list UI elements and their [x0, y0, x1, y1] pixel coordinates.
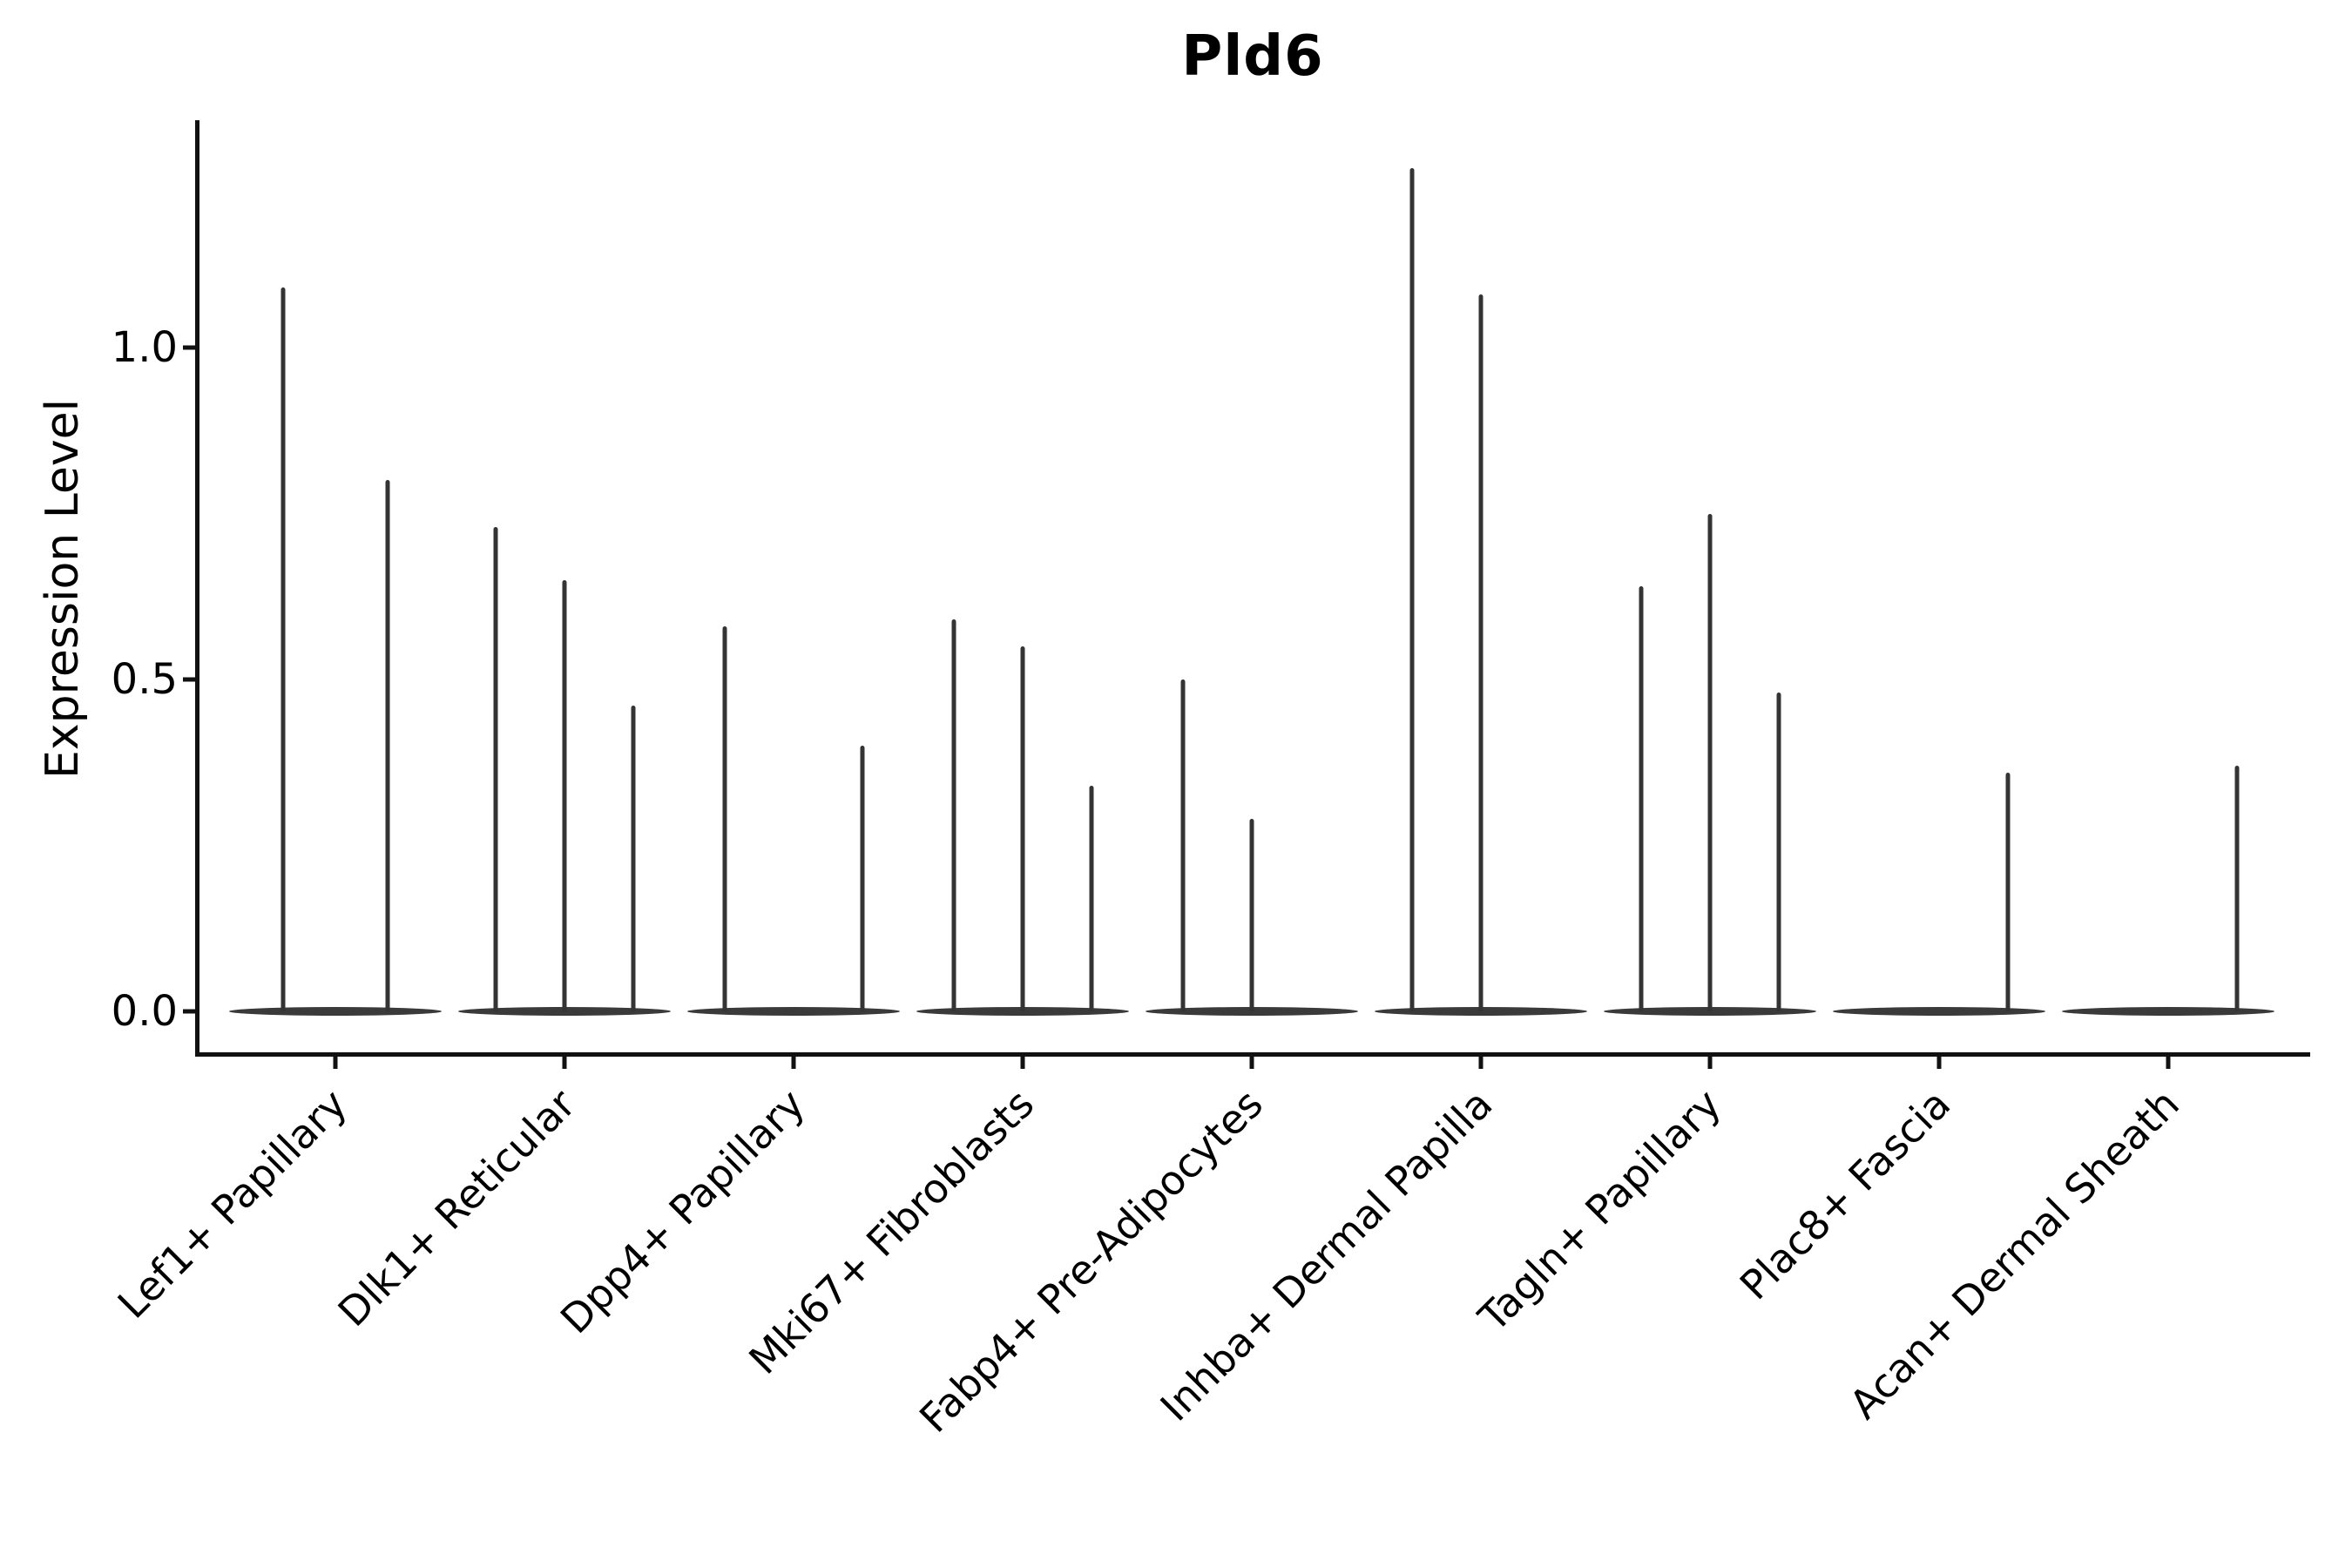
x-tick-mark: [1249, 1055, 1254, 1069]
violin-spike: [1409, 168, 1415, 1011]
violin-spike: [1020, 645, 1025, 1011]
violin-body: [1146, 1007, 1358, 1016]
x-tick-label: Tagln+ Papillary: [1470, 1080, 1731, 1341]
x-tick-label: Dpp4+ Papillary: [551, 1080, 814, 1343]
x-tick-mark: [1707, 1055, 1713, 1069]
x-tick-mark: [1936, 1055, 1942, 1069]
violin-spike: [1707, 513, 1713, 1011]
x-tick-mark: [333, 1055, 338, 1069]
violin-body: [2062, 1007, 2274, 1016]
violin-body: [229, 1007, 442, 1016]
violin-spike: [631, 706, 636, 1011]
x-tick-mark: [1020, 1055, 1025, 1069]
violin-spike: [1639, 586, 1644, 1011]
x-tick-mark: [791, 1055, 796, 1069]
violin-spike: [2005, 772, 2011, 1011]
x-tick-label: Lef1+ Papillary: [108, 1080, 356, 1328]
violin-body: [687, 1007, 900, 1016]
plot-title: Pld6: [1181, 24, 1324, 89]
violin-spike: [722, 626, 727, 1011]
violin-body: [1375, 1007, 1587, 1016]
violin-spike: [1776, 693, 1781, 1011]
violin-body: [1604, 1007, 1816, 1016]
x-tick-mark: [562, 1055, 567, 1069]
violin-spike: [280, 287, 286, 1011]
x-tick-label: Dlk1+ Reticular: [328, 1080, 585, 1336]
y-tick-mark: [183, 1009, 196, 1014]
y-axis-spine: [195, 120, 199, 1057]
y-tick-label: 1.0: [111, 323, 178, 372]
y-axis-label: Expression Level: [37, 398, 89, 780]
violin-spike: [1180, 679, 1186, 1011]
y-tick-label: 0.5: [111, 655, 178, 704]
x-tick-label: Plac8+ Fascia: [1730, 1080, 1960, 1309]
y-tick-label: 0.0: [111, 987, 178, 1036]
violin-spike: [2234, 766, 2240, 1011]
x-tick-mark: [1478, 1055, 1484, 1069]
violin-body: [458, 1007, 671, 1016]
violin-body: [1833, 1007, 2045, 1016]
y-tick-mark: [183, 677, 196, 682]
violin-body: [916, 1007, 1129, 1016]
violin-spike: [1249, 819, 1254, 1011]
y-tick-mark: [183, 345, 196, 350]
violin-spike: [951, 619, 956, 1011]
x-axis-spine: [195, 1052, 2310, 1057]
violin-spike: [385, 480, 390, 1011]
violin-spike: [1478, 294, 1484, 1011]
violin-spike: [1089, 785, 1094, 1011]
violin-spike: [562, 579, 567, 1011]
violin-spike: [493, 526, 498, 1011]
x-tick-mark: [2166, 1055, 2171, 1069]
violin-spike: [860, 746, 865, 1011]
